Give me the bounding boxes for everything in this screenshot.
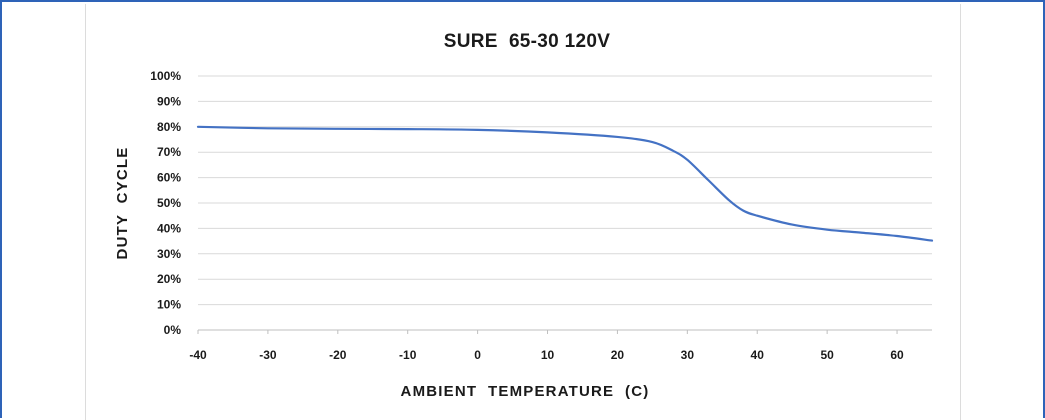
x-tick-label: 60: [890, 348, 904, 362]
x-tick-label: -20: [329, 348, 347, 362]
x-tick-label: -30: [259, 348, 277, 362]
x-tick-labels: -40 -30 -20 -10 0 10 20 30 40 50 60: [189, 330, 904, 362]
x-tick-label: -40: [189, 348, 207, 362]
y-tick-label: 90%: [157, 94, 181, 108]
y-tick-labels: 0% 10% 20% 30% 40% 50% 60% 70% 80% 90% 100%: [150, 69, 181, 337]
x-tick-label: 40: [751, 348, 765, 362]
gridlines: [198, 75, 932, 331]
x-tick-label: 20: [611, 348, 625, 362]
y-tick-label: 30%: [157, 247, 181, 261]
x-tick-label: 0: [474, 348, 481, 362]
y-tick-label: 70%: [157, 145, 181, 159]
y-axis-label: DUTY CYCLE: [114, 147, 131, 260]
series-lines: [196, 125, 934, 242]
y-tick-label: 100%: [150, 69, 181, 83]
x-tick-label: -10: [399, 348, 417, 362]
y-tick-label: 0%: [164, 323, 182, 337]
y-tick-label: 10%: [157, 298, 181, 312]
y-tick-label: 20%: [157, 272, 181, 286]
y-tick-label: 60%: [157, 171, 181, 185]
left-divider: [85, 4, 86, 420]
y-tick-label: 80%: [157, 120, 181, 134]
x-axis-label: AMBIENT TEMPERATURE (C): [401, 383, 650, 400]
y-tick-label: 50%: [157, 196, 181, 210]
series-line: [196, 125, 934, 242]
x-tick-label: 10: [541, 348, 555, 362]
y-tick-label: 40%: [157, 221, 181, 235]
x-tick-label: 50: [820, 348, 834, 362]
x-tick-label: 30: [681, 348, 695, 362]
chart-title: SURE 65-30 120V: [444, 31, 610, 52]
right-divider: [960, 4, 961, 420]
